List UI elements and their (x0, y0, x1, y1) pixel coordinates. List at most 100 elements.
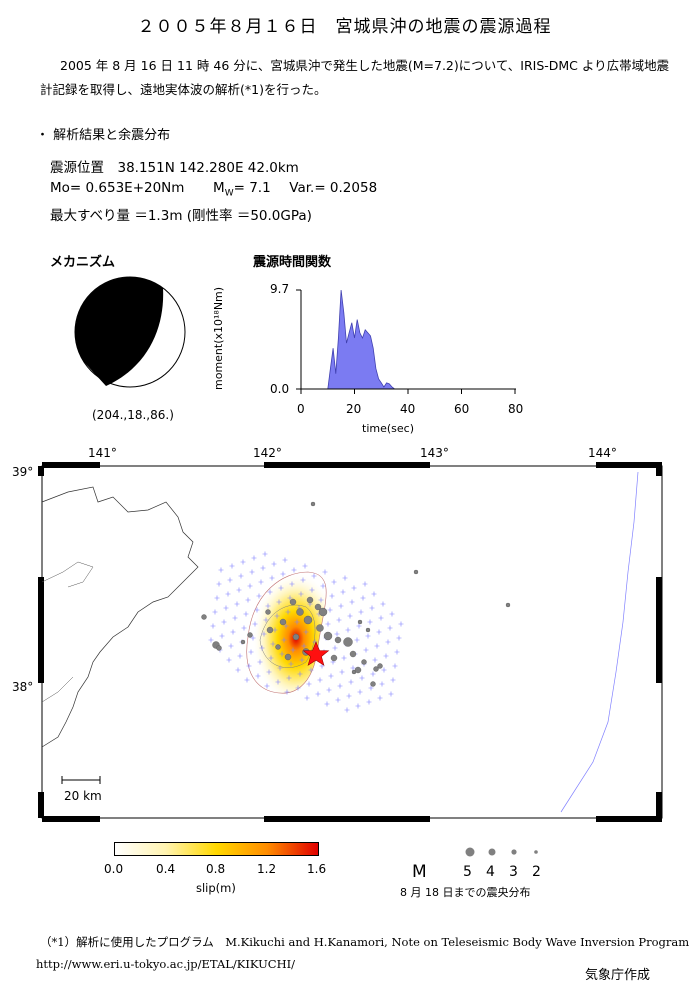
focal-mechanism-beachball (74, 276, 186, 388)
subfault-marker (304, 695, 310, 701)
footnote-url[interactable]: http://www.eri.u-tokyo.ac.jp/ETAL/KIKUCH… (36, 957, 296, 971)
mechanism-label: メカニズム (50, 255, 116, 270)
subfault-marker (260, 565, 266, 571)
coastline (41, 486, 199, 748)
footnote-line-1: （*1）解析に使用したプログラム M.Kikuchi and H.Kanamor… (40, 935, 689, 949)
subfault-marker (240, 559, 246, 565)
subfault-marker (385, 639, 391, 645)
subfault-marker (381, 667, 387, 673)
stf-xlabel: time(sec) (362, 422, 414, 435)
subfault-marker (219, 633, 225, 639)
mw-label: MW (213, 180, 234, 199)
aftershock-dot (349, 650, 357, 658)
subfault-marker (335, 697, 341, 703)
aftershock-dot (323, 631, 333, 641)
subfault-marker (232, 615, 238, 621)
subfault-marker (340, 589, 346, 595)
mechanism-caption: (204.,18.,86.) (92, 408, 174, 422)
aftershock-dot (316, 624, 324, 632)
subfault-marker (380, 601, 386, 607)
subfault-marker (276, 599, 282, 605)
aftershock-dot (354, 666, 362, 674)
subfault-marker (388, 691, 394, 697)
subfault-marker (228, 643, 234, 649)
stf-xtick-80: 80 (508, 402, 524, 416)
subfault-marker (250, 635, 256, 641)
subfault-marker (261, 631, 267, 637)
aftershock-dot (377, 663, 383, 669)
subfault-marker (208, 637, 214, 643)
subfault-marker (377, 695, 383, 701)
subfault-marker (398, 621, 404, 627)
subfault-marker (315, 691, 321, 697)
subfault-marker (216, 581, 222, 587)
subfault-marker (284, 689, 290, 695)
subfault-marker (302, 563, 308, 569)
epicenter-star (302, 641, 330, 666)
subfault-marker (372, 657, 378, 663)
subfault-marker (355, 703, 361, 709)
aftershock-dot (275, 644, 281, 650)
colorbar-tick-1: 0.4 (156, 862, 176, 876)
subfault-marker (363, 647, 369, 653)
subfault-marker (265, 603, 271, 609)
aftershock-dot (265, 609, 271, 615)
subfault-marker (295, 685, 301, 691)
subfault-marker (389, 611, 395, 617)
colorbar-tick-4: 1.6 (307, 862, 327, 876)
subfault-marker (244, 677, 250, 683)
subfault-marker (246, 663, 252, 669)
subfault-marker (271, 561, 277, 567)
stf-xtick-40: 40 (400, 402, 416, 416)
subfault-marker (288, 661, 294, 667)
aftershock-dot (413, 569, 419, 575)
subfault-marker (356, 623, 362, 629)
intro-text: 2005 年 8 月 16 日 11 時 46 分に、宮城県沖で発生した地震(M… (40, 54, 670, 102)
subfault-marker (279, 651, 285, 657)
subfault-marker (339, 669, 345, 675)
subfault-marker (327, 607, 333, 613)
subfault-marker (328, 673, 334, 679)
subfault-marker (214, 595, 220, 601)
aftershock-dot (284, 653, 292, 661)
moment-line: Mo= 0.653E+20Nm MW= 7.1 Var.= 0.2058 (50, 180, 377, 199)
subfault-marker (275, 679, 281, 685)
subfault-marker (226, 657, 232, 663)
subfault-marker (376, 629, 382, 635)
subfault-marker (212, 609, 218, 615)
subfault-marker (254, 607, 260, 613)
legend-dot-m3 (511, 849, 517, 855)
magnitude-legend-dots (465, 847, 538, 857)
subfault-marker (230, 629, 236, 635)
max-slip-text: 最大すべり量 ＝1.3m (剛性率 ＝50.0GPa) (50, 208, 312, 224)
aftershock-dot (247, 632, 253, 638)
legend-m5: 5 (463, 864, 472, 880)
subfault-marker (249, 569, 255, 575)
credit: 気象庁作成 (585, 968, 651, 983)
aftershock-dot (289, 598, 297, 606)
variance-value: Var.= 0.2058 (289, 180, 378, 196)
lon-label-144: 144° (588, 446, 617, 460)
aftershock-dot (303, 615, 313, 625)
subfault-marker (374, 643, 380, 649)
subfault-marker (270, 641, 276, 647)
subfault-marker (287, 595, 293, 601)
subfault-marker (263, 617, 269, 623)
subfault-marker (218, 567, 224, 573)
subfault-marker (291, 567, 297, 573)
aftershock-dot (370, 681, 376, 687)
aftershock-dot (330, 654, 338, 662)
stf-ylabel: moment(x10¹⁸Nm) (212, 286, 225, 390)
subfault-marker (278, 585, 284, 591)
subfault-marker (262, 551, 268, 557)
subfault-marker (334, 631, 340, 637)
stf-xtick-20: 20 (346, 402, 362, 416)
stf-area (301, 289, 515, 390)
subfault-marker (392, 663, 398, 669)
page-title: ２００５年８月１６日 宮城県沖の地震の震源過程 (137, 17, 552, 37)
subfault-marker (336, 617, 342, 623)
aftershock-dot (201, 614, 207, 620)
subfault-marker (351, 585, 357, 591)
subfault-marker (286, 675, 292, 681)
subfault-marker (274, 613, 280, 619)
